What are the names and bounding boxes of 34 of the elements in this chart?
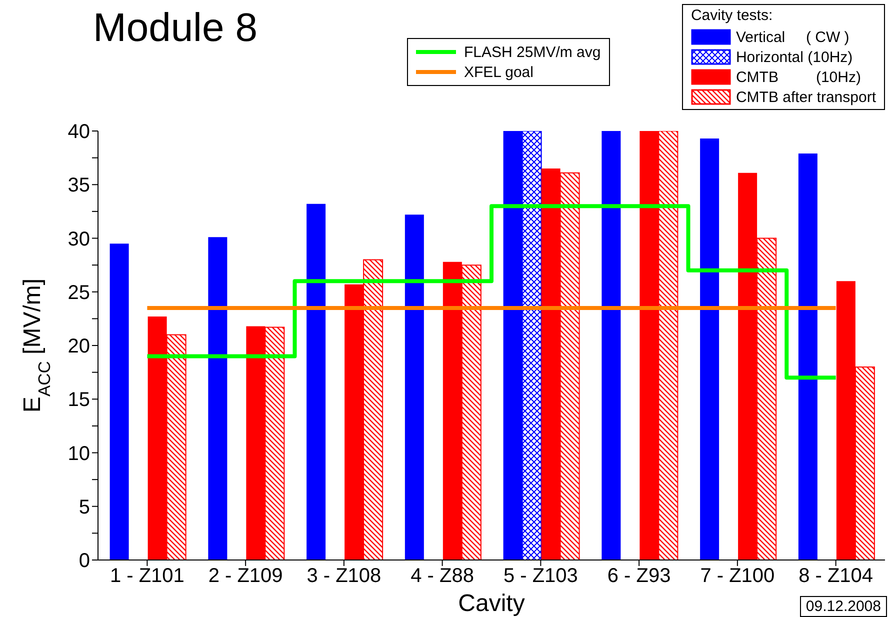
- legend-label: CMTB after transport: [736, 88, 876, 106]
- x-tick-label: 6 - Z93: [607, 565, 671, 588]
- x-tick-label: 4 - Z88: [410, 565, 474, 588]
- y-tick-label: 20: [68, 336, 90, 358]
- y-tick-label: 0: [78, 550, 90, 572]
- chart-title: Module 8: [93, 6, 258, 51]
- legend-title: Cavity tests:: [690, 7, 774, 26]
- x-tick-label: 1 - Z101: [110, 565, 184, 588]
- x-tick-label: 5 - Z103: [503, 565, 578, 588]
- legend-label: FLASH 25MV/m avg: [464, 44, 601, 60]
- x-axis-title: Cavity: [458, 590, 525, 617]
- legend-label: CMTB (10Hz): [736, 68, 861, 86]
- text: 09.12.2008: [800, 596, 887, 617]
- x-tick-label: 8 - Z104: [798, 565, 874, 588]
- y-tick-label: 15: [68, 389, 90, 412]
- legend-label: XFEL goal: [464, 64, 534, 80]
- bar: [700, 138, 720, 560]
- bar: [602, 131, 621, 560]
- y-tick-label: 10: [68, 442, 90, 465]
- legend-label: Vertical ( CW ): [736, 28, 850, 46]
- bar: [208, 237, 228, 560]
- bar: [110, 244, 129, 560]
- x-tick-label: 3 - Z108: [306, 565, 382, 588]
- y-tick-label: 40: [68, 121, 90, 144]
- bar: [798, 154, 818, 560]
- x-tick-label: 7 - Z100: [700, 565, 775, 588]
- y-tick-label: 5: [78, 496, 90, 518]
- legend-label: Horizontal (10Hz): [736, 48, 853, 66]
- x-tick-label: 2 - Z109: [208, 565, 283, 588]
- bar: [306, 204, 326, 560]
- y-tick-label: 30: [68, 228, 90, 250]
- bar: [404, 214, 424, 560]
- y-tick-label: 25: [68, 282, 90, 304]
- y-tick-label: 35: [68, 174, 90, 197]
